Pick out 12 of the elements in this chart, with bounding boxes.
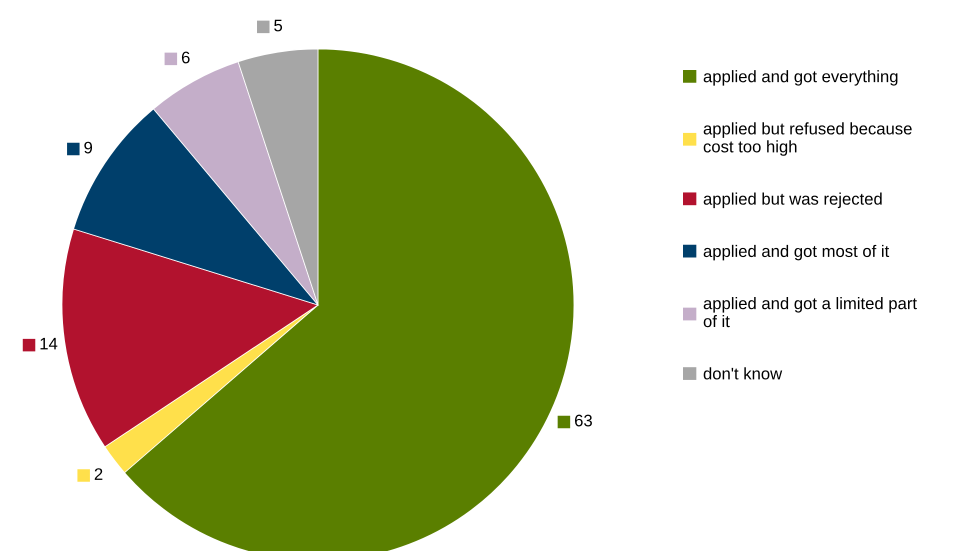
legend-label: applied and got most of it [704, 244, 890, 260]
legend-label: applied but was rejected [704, 192, 882, 208]
legend-label: applied and got a limited part of it [704, 297, 917, 328]
data-label: 6 [182, 52, 190, 64]
legend-label: applied but refused because cost too high [704, 122, 912, 156]
data-label: 63 [575, 414, 592, 426]
legend-label: applied and got everything [704, 70, 898, 86]
data-label: 5 [274, 20, 282, 32]
legend-label: don't know [704, 367, 782, 380]
data-label: 2 [94, 468, 102, 480]
data-label: 9 [84, 142, 92, 154]
data-label: 14 [40, 338, 58, 350]
